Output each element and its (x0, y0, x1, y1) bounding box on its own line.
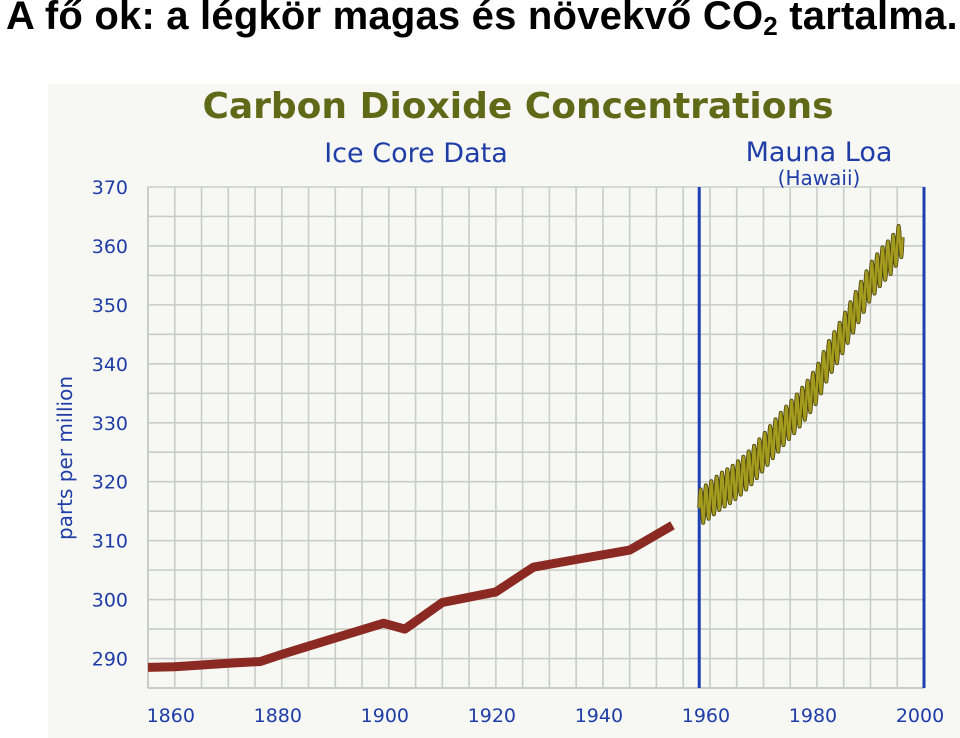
mauna-loa-label: Mauna Loa (746, 137, 893, 168)
y-tick-label: 350 (92, 295, 128, 317)
ice-core-line (147, 521, 675, 672)
grid-layer (147, 186, 925, 689)
slide-title-subscript: 2 (763, 11, 778, 41)
x-tick-label: 1980 (789, 705, 837, 727)
separator-layer (697, 187, 926, 688)
series-layer (147, 224, 905, 672)
tick-layer: 290 300 310 320 330 340 350 360 370 1860 1880 1900 1… (92, 177, 944, 727)
slide-title-tail: tartalma. (777, 0, 958, 38)
mauna-loa-line (698, 224, 904, 524)
chart-title: Carbon Dioxide Concentrations (202, 86, 833, 127)
x-tick-label: 1960 (682, 705, 730, 727)
slide-title-main: A fő ok: a légkör magas és növekvő CO (6, 0, 764, 38)
x-tick-label: 1880 (254, 705, 302, 727)
y-tick-label: 290 (92, 649, 128, 671)
slide-title: A fő ok: a légkör magas és növekvő CO2 t… (6, 0, 958, 42)
y-tick-label: 320 (92, 472, 128, 494)
x-tick-label: 1900 (361, 705, 409, 727)
y-tick-label: 340 (92, 354, 128, 376)
y-axis-label: parts per million (53, 376, 77, 540)
y-tick-label: 360 (92, 236, 128, 258)
x-tick-label: 1860 (147, 705, 195, 727)
ice-core-label: Ice Core Data (324, 138, 508, 169)
x-tick-label: 2000 (896, 705, 944, 727)
x-tick-label: 1920 (468, 705, 516, 727)
y-tick-label: 330 (92, 413, 128, 435)
y-tick-label: 310 (92, 531, 128, 553)
x-tick-label: 1940 (575, 705, 623, 727)
y-tick-label: 370 (92, 177, 128, 199)
hawaii-label: (Hawaii) (778, 166, 861, 190)
y-tick-label: 300 (92, 590, 128, 612)
